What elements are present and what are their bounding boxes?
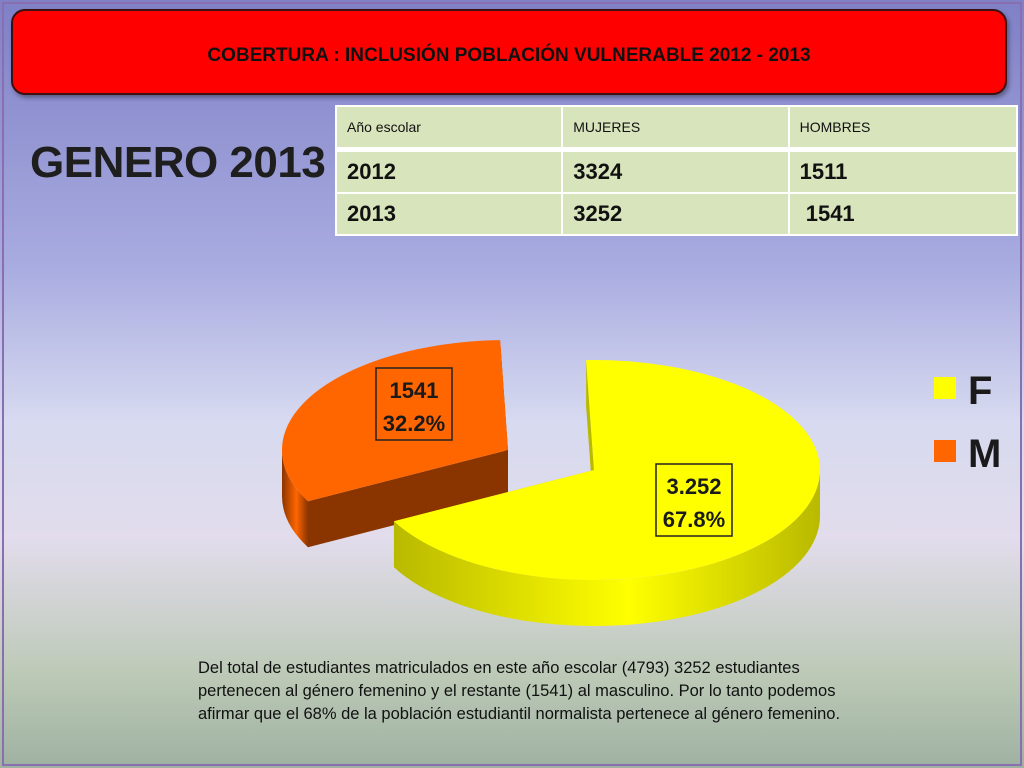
table-row: 2013 3252 1541 (334, 192, 1019, 236)
legend-item-m: M (934, 432, 1001, 476)
header-year: Año escolar (334, 105, 564, 151)
data-label-value: 3.252 (666, 474, 721, 499)
cell-men: 1541 (787, 192, 1019, 236)
legend-item-f: F (934, 369, 992, 413)
data-label-f: 3.252 67.8% (655, 463, 733, 537)
legend-label: F (968, 369, 992, 413)
pie-slice-cut-face (307, 450, 508, 548)
pie-slice-top (393, 360, 821, 580)
header-women: MUJERES (561, 105, 790, 151)
data-label-percent: 67.8% (663, 507, 725, 532)
cell-year: 2012 (334, 147, 564, 194)
legend-swatch (934, 377, 956, 399)
pie-slice-side (393, 470, 820, 626)
data-label-box (375, 367, 453, 441)
table-row: 2012 3324 1511 (334, 147, 1019, 194)
legend-label: M (968, 432, 1001, 476)
title-banner: COBERTURA : INCLUSIÓN POBLACIÓN VULNERAB… (11, 9, 1007, 95)
pie-layer (281, 340, 821, 626)
data-label-box (655, 463, 733, 537)
pie-slice-f (393, 360, 821, 626)
chart-legend: FM (934, 369, 1001, 476)
enrollment-table: Año escolar MUJERES HOMBRES 2012 3324 15… (334, 105, 1019, 236)
table-header-row: Año escolar MUJERES HOMBRES (334, 105, 1019, 151)
cell-year: 2013 (334, 192, 564, 236)
section-heading: GENERO 2013 (30, 138, 326, 187)
header-men: HOMBRES (787, 105, 1019, 151)
data-labels: 3.252 67.8% 1541 32.2% (375, 367, 733, 537)
pie-slice-side (282, 450, 308, 548)
cell-women: 3324 (561, 147, 790, 194)
slide-title: COBERTURA : INCLUSIÓN POBLACIÓN VULNERAB… (207, 45, 811, 66)
legend-swatch (934, 440, 956, 462)
cell-men: 1511 (787, 147, 1019, 194)
data-label-m: 1541 32.2% (375, 367, 453, 441)
description-text: Del total de estudiantes matriculados en… (198, 659, 841, 723)
data-label-value: 1541 (390, 378, 439, 403)
data-label-percent: 32.2% (383, 411, 445, 436)
cell-women: 3252 (561, 192, 790, 236)
